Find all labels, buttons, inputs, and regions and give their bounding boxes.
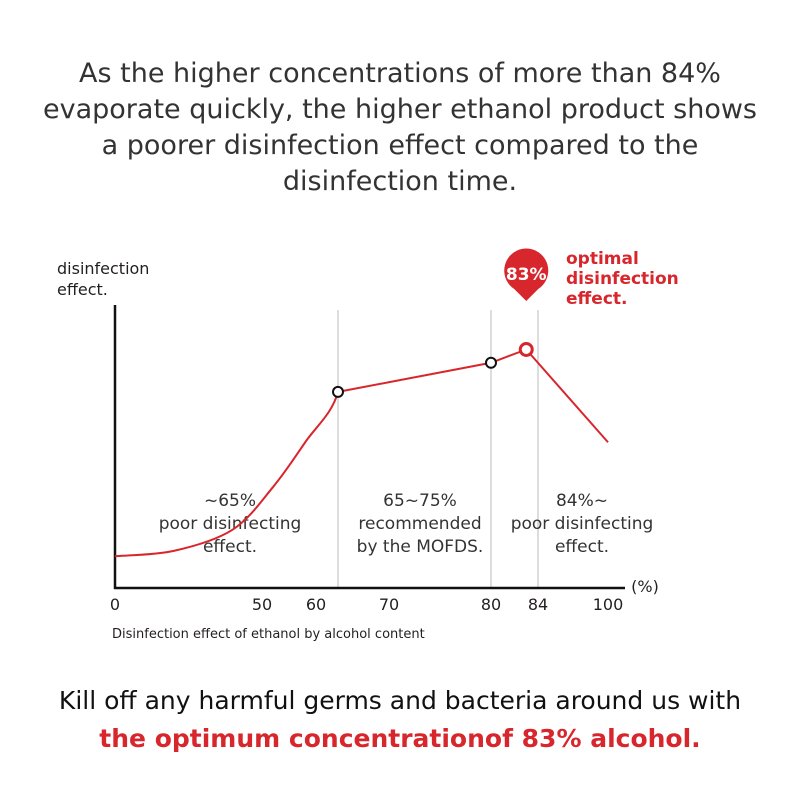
region-label: recommended <box>358 514 481 534</box>
region-label: ~65% <box>204 491 256 511</box>
heading-line: a poorer disinfection effect compared to… <box>101 130 699 161</box>
optimal-callout-text: optimal <box>566 249 639 269</box>
y-axis-label: effect. <box>57 280 108 299</box>
footer: Kill off any harmful germs and bacteria … <box>0 682 800 758</box>
region-label: 65~75% <box>383 491 457 511</box>
x-tick-label: 100 <box>593 595 624 614</box>
y-axis-label: disinfection <box>57 259 149 278</box>
x-tick-label: 50 <box>252 595 272 614</box>
region-label: 84%~ <box>556 491 608 511</box>
data-point <box>485 356 497 369</box>
x-tick-label: 60 <box>306 595 326 614</box>
x-tick-label: 80 <box>481 595 501 614</box>
region-label: poor disinfecting <box>511 514 654 534</box>
footer-highlight: the optimum concentrationof 83% alcohol. <box>99 724 701 753</box>
heading: As the higher concentrations of more tha… <box>40 56 760 200</box>
optimal-value-label: 83% <box>506 265 547 285</box>
region-label: poor disinfecting <box>159 514 302 534</box>
x-axis-unit: (%) <box>631 577 659 596</box>
heading-line: As the higher concentrations of more tha… <box>79 58 721 89</box>
series-line <box>114 348 609 558</box>
chart-caption: Disinfection effect of ethanol by alcoho… <box>112 627 425 642</box>
optimal-pin-icon <box>504 248 549 301</box>
region-label: effect. <box>203 537 257 557</box>
region-label: effect. <box>555 537 609 557</box>
optimal-callout-text: effect. <box>566 289 628 309</box>
heading-line: evaporate quickly, the higher ethanol pr… <box>43 94 757 125</box>
x-tick-label: 84 <box>528 595 548 614</box>
optimal-point <box>518 342 534 357</box>
x-tick-label: 70 <box>379 595 399 614</box>
footer-line: Kill off any harmful germs and bacteria … <box>58 686 742 715</box>
heading-line: disinfection time. <box>282 166 518 197</box>
region-label: by the MOFDS. <box>357 537 484 557</box>
x-tick-label: 0 <box>110 595 120 614</box>
optimal-callout-text: disinfection <box>566 269 679 289</box>
data-point <box>332 385 344 398</box>
